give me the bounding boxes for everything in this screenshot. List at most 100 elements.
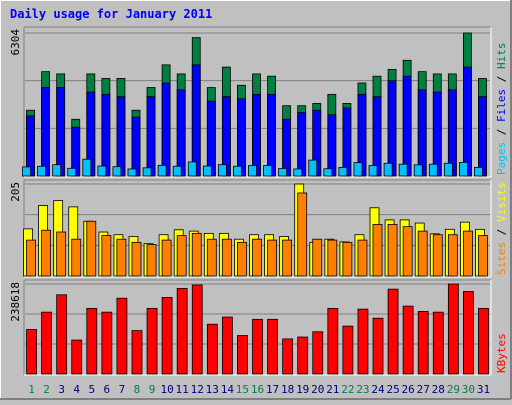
bar-sites: [297, 192, 308, 277]
x-tick-label: 2: [43, 383, 50, 396]
bar-pages: [278, 168, 288, 177]
bar-files: [297, 112, 307, 177]
x-tick-label: 26: [402, 383, 415, 396]
bar-kbytes: [297, 336, 309, 375]
panel-bars: [23, 183, 488, 277]
bar-kbytes: [41, 311, 52, 375]
y-max-tick-label: 238618: [9, 282, 22, 322]
bar-files: [161, 82, 171, 177]
x-tick-label: 21: [326, 383, 339, 396]
bar-sites: [101, 235, 112, 277]
bar-kbytes: [342, 325, 354, 375]
bar-files: [56, 87, 66, 177]
bar-pages: [338, 166, 348, 177]
bar-pages: [22, 166, 31, 177]
bar-pages: [263, 165, 272, 177]
bar-pages: [112, 166, 122, 177]
bar-kbytes: [191, 284, 203, 375]
bar-kbytes: [447, 283, 459, 375]
bar-files: [267, 93, 276, 177]
x-tick-label: 17: [266, 383, 279, 396]
bar-sites: [387, 223, 398, 277]
x-tick-label: 13: [206, 383, 219, 396]
x-tick-label: 25: [386, 383, 399, 396]
bar-kbytes: [402, 305, 414, 375]
bar-files: [327, 114, 337, 177]
bar-sites: [237, 241, 247, 277]
bar-sites: [282, 239, 293, 277]
panel-legend: Pages / Files / Hits: [495, 43, 508, 176]
panel-1: 6304 Pages / Files / Hits: [9, 26, 508, 178]
bar-sites: [432, 234, 443, 277]
bar-pages: [323, 168, 333, 177]
x-tick-label: 11: [176, 383, 189, 396]
bar-sites: [417, 230, 428, 277]
bar-files: [191, 64, 201, 177]
bar-sites: [327, 239, 338, 277]
x-tick-label: 18: [281, 383, 294, 396]
bar-files: [372, 96, 382, 177]
bar-kbytes: [146, 307, 158, 375]
x-tick-label: 20: [311, 383, 324, 396]
panel-legend: KBytes: [495, 333, 508, 373]
bar-pages: [398, 163, 408, 177]
bar-kbytes: [478, 307, 489, 375]
bar-kbytes: [56, 294, 68, 375]
bar-files: [101, 93, 111, 177]
bar-files: [282, 118, 292, 177]
bar-pages: [142, 167, 152, 177]
bar-sites: [26, 239, 36, 277]
legend-sep1: /: [495, 222, 508, 242]
bar-pages: [157, 164, 167, 177]
chart-title: Daily usage for January 2011: [10, 7, 212, 21]
bar-kbytes: [176, 287, 188, 375]
bar-sites: [131, 241, 142, 277]
legend-kbytes: KBytes: [495, 333, 508, 373]
bar-sites: [116, 238, 127, 277]
bar-pages: [459, 161, 468, 177]
bar-sites: [71, 238, 82, 277]
x-tick-label: 8: [134, 383, 141, 396]
bar-sites: [146, 244, 157, 277]
x-tick-label: 12: [191, 383, 204, 396]
bar-kbytes: [131, 330, 143, 375]
x-tick-label: 10: [160, 383, 173, 396]
bar-files: [116, 96, 126, 177]
bar-pages: [82, 158, 92, 177]
bar-pages: [474, 166, 483, 177]
bar-sites: [357, 239, 368, 277]
bar-kbytes: [26, 329, 37, 375]
x-tick-label: 19: [296, 383, 309, 396]
bar-files: [478, 96, 487, 177]
bar-files: [237, 98, 246, 177]
bar-files: [463, 66, 472, 177]
x-tick-label: 15: [236, 383, 249, 396]
x-tick-label: 3: [58, 383, 65, 396]
legend-visits: Visits: [495, 182, 508, 222]
bar-pages: [443, 162, 453, 177]
panel-2: 205 Sites / Visits: [9, 179, 508, 278]
bar-kbytes: [101, 311, 113, 375]
x-tick-label: 31: [477, 383, 490, 396]
y-max-tick-label: 205: [9, 182, 22, 202]
bar-kbytes: [357, 308, 369, 375]
bar-pages: [187, 161, 197, 177]
bar-kbytes: [116, 297, 128, 375]
bar-pages: [248, 165, 257, 177]
bar-files: [417, 89, 427, 177]
bar-sites: [161, 239, 172, 277]
bar-sites: [191, 232, 202, 277]
bar-pages: [308, 159, 318, 177]
bar-kbytes: [282, 338, 294, 375]
x-tick-label: 1: [28, 383, 35, 396]
bar-sites: [372, 223, 383, 277]
bar-files: [146, 96, 156, 177]
bar-kbytes: [372, 317, 384, 375]
bar-pages: [67, 167, 77, 177]
legend-hits: Hits: [495, 43, 508, 70]
bar-pages: [428, 163, 438, 177]
x-tick-label: 22: [341, 383, 354, 396]
legend-files: Files: [495, 89, 508, 122]
